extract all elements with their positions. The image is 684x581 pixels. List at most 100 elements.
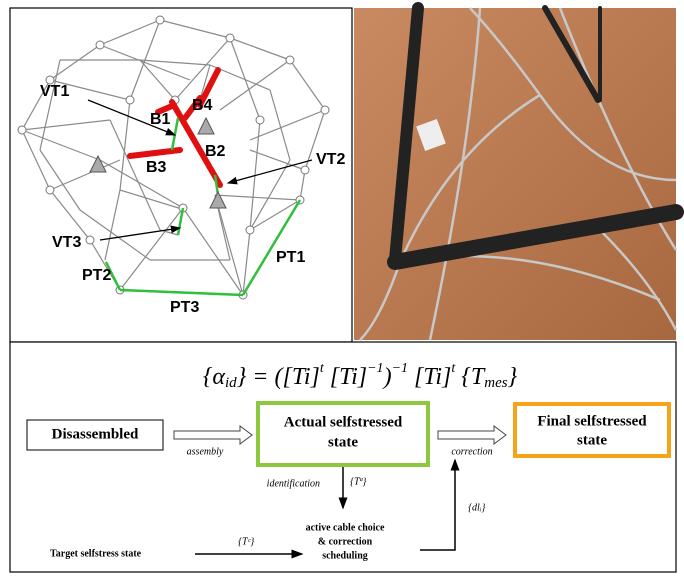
shape [197, 116, 215, 135]
label: PT3 [170, 299, 199, 316]
shape [241, 199, 302, 296]
arrow-label: {Tᶜ} [238, 536, 254, 547]
shape [182, 95, 203, 121]
shape [85, 235, 95, 245]
hollow-arrow [173, 425, 253, 445]
label: VT1 [40, 83, 69, 100]
arrow [420, 458, 460, 551]
shape [209, 190, 227, 209]
shape [249, 159, 291, 231]
shape [45, 75, 55, 85]
shape [249, 149, 306, 171]
shape [21, 119, 111, 131]
shape [213, 174, 220, 196]
shape [17, 125, 27, 135]
shape [300, 165, 310, 175]
box-label: scheduling [322, 550, 368, 561]
shape [289, 59, 326, 111]
shape [119, 207, 184, 291]
box-label: Actual selfstressed [284, 414, 403, 430]
shape [359, 261, 402, 341]
box-actual [256, 401, 430, 467]
shape [119, 288, 244, 297]
shape [49, 79, 131, 101]
structure-panel: VT1 B1 B4 B2 B3 VT2 VT3 PT1 PT2 PT3 [9, 7, 353, 343]
label: B4 [192, 97, 213, 114]
shape [389, 2, 424, 266]
panel-frame [9, 7, 353, 343]
shape [304, 109, 326, 171]
shape [199, 64, 211, 101]
label: VT2 [316, 151, 345, 168]
box-label: Disassembled [52, 426, 139, 442]
shape [104, 189, 121, 261]
arrow-label: identification [267, 478, 320, 489]
shape [299, 169, 306, 201]
shape [387, 204, 684, 270]
shape [155, 15, 165, 25]
box-label: & correction [318, 536, 373, 547]
shape [542, 5, 601, 103]
shape [242, 229, 251, 296]
pointer-arrows [87, 99, 313, 241]
shape [174, 37, 231, 101]
shape [95, 40, 105, 50]
shape [182, 207, 244, 296]
shape [99, 225, 182, 241]
shape [125, 95, 135, 105]
red-bars [127, 67, 223, 188]
shape [219, 59, 291, 111]
box-label: active cable choice [306, 522, 385, 533]
shape [87, 99, 177, 136]
shape [469, 7, 542, 96]
shape [104, 261, 122, 291]
box-final [513, 402, 671, 458]
shape [119, 99, 131, 191]
photo-tag [416, 119, 446, 151]
shape [39, 59, 61, 151]
box-label: state [577, 432, 607, 448]
box-label: state [328, 434, 358, 450]
shape [119, 189, 186, 211]
shape [99, 19, 161, 46]
shape [21, 79, 51, 131]
shape [155, 103, 175, 115]
shape [226, 159, 313, 185]
shape [45, 185, 55, 195]
label: PT2 [82, 267, 111, 284]
formula: {αid} = ([Ti]t [Ti]−1)−1 [Ti]t {Tmes} [203, 361, 518, 391]
shape [214, 194, 244, 296]
shape [49, 189, 91, 241]
shape [225, 33, 235, 43]
shape [127, 147, 183, 159]
shape [197, 67, 221, 108]
shape [245, 225, 255, 235]
shape [255, 115, 265, 125]
shape [21, 129, 101, 161]
shape [558, 7, 678, 251]
label: B2 [205, 143, 226, 160]
box-label: Final selfstressed [537, 413, 647, 429]
label: PT1 [276, 249, 305, 266]
shape [599, 229, 678, 331]
shape [398, 93, 541, 263]
shape [169, 99, 223, 188]
shape [21, 129, 51, 191]
shape [159, 19, 231, 39]
shape [428, 7, 482, 341]
shape [229, 37, 291, 61]
shape [99, 44, 191, 81]
photo-bars [387, 2, 684, 270]
shape [89, 154, 107, 173]
supports [89, 116, 227, 209]
box-label: Target selfstress state [50, 548, 142, 559]
arrow-label: assembly [187, 446, 224, 457]
shape [320, 105, 330, 115]
flow-panel: {αid} = ([Ti]t [Ti]−1)−1 [Ti]t {Tmes} Di… [9, 341, 677, 573]
arrow-label: {dlᵢ} [468, 502, 485, 513]
shape [99, 159, 184, 209]
shape [109, 119, 161, 231]
shape [249, 109, 326, 141]
arrow-label: correction [451, 446, 492, 457]
shape [285, 55, 295, 65]
